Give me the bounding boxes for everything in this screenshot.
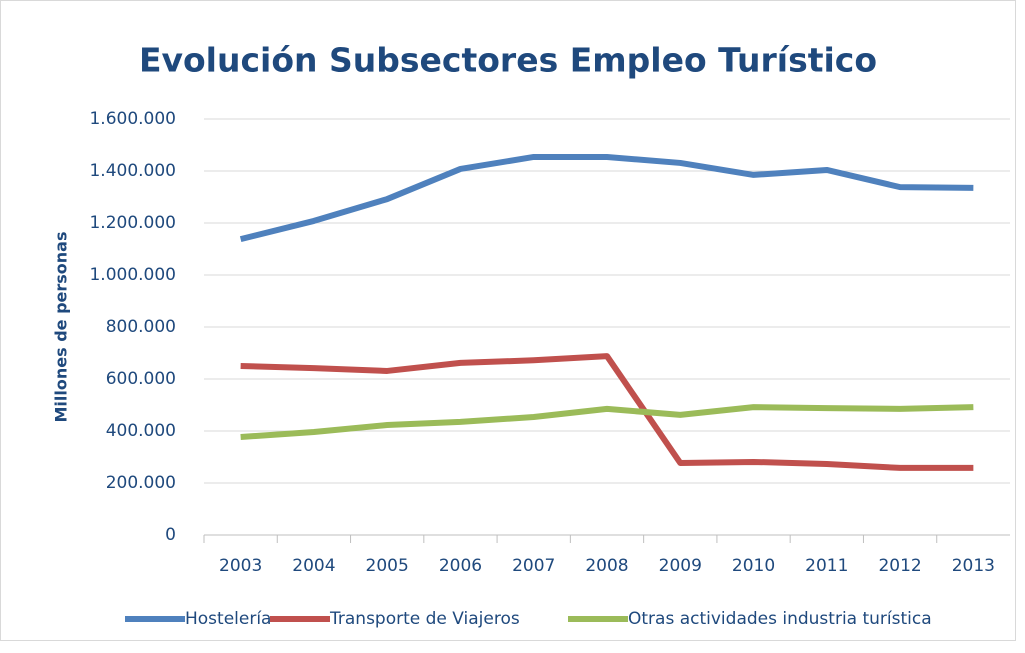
legend-label: Transporte de Viajeros bbox=[329, 609, 520, 629]
x-tick-label: 2010 bbox=[732, 556, 775, 576]
y-tick-label: 800.000 bbox=[106, 317, 176, 337]
x-tick-label: 2004 bbox=[292, 556, 335, 576]
y-tick-label: 1.600.000 bbox=[89, 109, 176, 129]
chart-border bbox=[0, 0, 1016, 641]
legend-label: Otras actividades industria turística bbox=[628, 609, 932, 629]
x-tick-label: 2012 bbox=[878, 556, 921, 576]
x-tick-label: 2009 bbox=[659, 556, 702, 576]
y-tick-label: 1.000.000 bbox=[89, 265, 176, 285]
y-axis-label: Millones de personas bbox=[52, 232, 71, 423]
x-tick-label: 2007 bbox=[512, 556, 555, 576]
y-tick-label: 400.000 bbox=[106, 421, 176, 441]
y-tick-label: 0 bbox=[165, 525, 176, 545]
series-line bbox=[240, 404, 974, 440]
y-tick-label: 200.000 bbox=[106, 473, 176, 493]
y-tick-label: 1.400.000 bbox=[89, 161, 176, 181]
x-tick-label: 2005 bbox=[366, 556, 409, 576]
x-tick-label: 2008 bbox=[585, 556, 628, 576]
x-tick-label: 2006 bbox=[439, 556, 482, 576]
y-tick-label: 1.200.000 bbox=[89, 213, 176, 233]
chart-title: Evolución Subsectores Empleo Turístico bbox=[139, 41, 877, 80]
x-tick-label: 2011 bbox=[805, 556, 848, 576]
x-tick-label: 2013 bbox=[952, 556, 995, 576]
series-line bbox=[239, 153, 974, 243]
series-line bbox=[240, 353, 974, 471]
x-tick-label: 2003 bbox=[219, 556, 262, 576]
legend-label: Hostelería bbox=[185, 609, 271, 629]
y-tick-label: 600.000 bbox=[106, 369, 176, 389]
